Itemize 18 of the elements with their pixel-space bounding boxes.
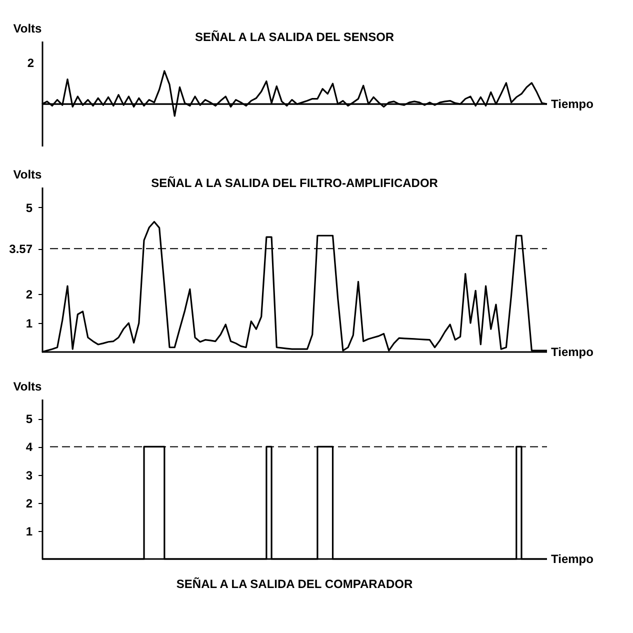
y-tick-label: 3 (26, 468, 33, 482)
y-tick-label: 5 (26, 200, 33, 215)
y-tick-label: 3.57 (9, 242, 33, 256)
text: SEÑAL A LA SALIDA DEL COMPARADOR (176, 577, 413, 591)
y-axis-title: Volts (13, 22, 42, 36)
y-tick-label: 1 (26, 524, 33, 538)
y-tick-label: 1 (26, 316, 33, 331)
y-tick-label: 4 (26, 440, 33, 454)
chart-title: SEÑAL A LA SALIDA DEL FILTRO-AMPLIFICADOR (151, 176, 438, 190)
y-tick-label: 5 (26, 412, 33, 426)
y-axis-title: Volts (13, 380, 42, 394)
y-axis-title: Volts (13, 168, 42, 182)
y-tick-label: 2 (26, 288, 33, 302)
chart-title: SEÑAL A LA SALIDA DEL SENSOR (194, 30, 394, 44)
y-tick-label: 2 (26, 496, 33, 510)
x-axis-title: Tiempo (551, 552, 594, 566)
x-axis-title: Tiempo (551, 345, 594, 359)
x-axis-title: Tiempo (551, 97, 594, 112)
